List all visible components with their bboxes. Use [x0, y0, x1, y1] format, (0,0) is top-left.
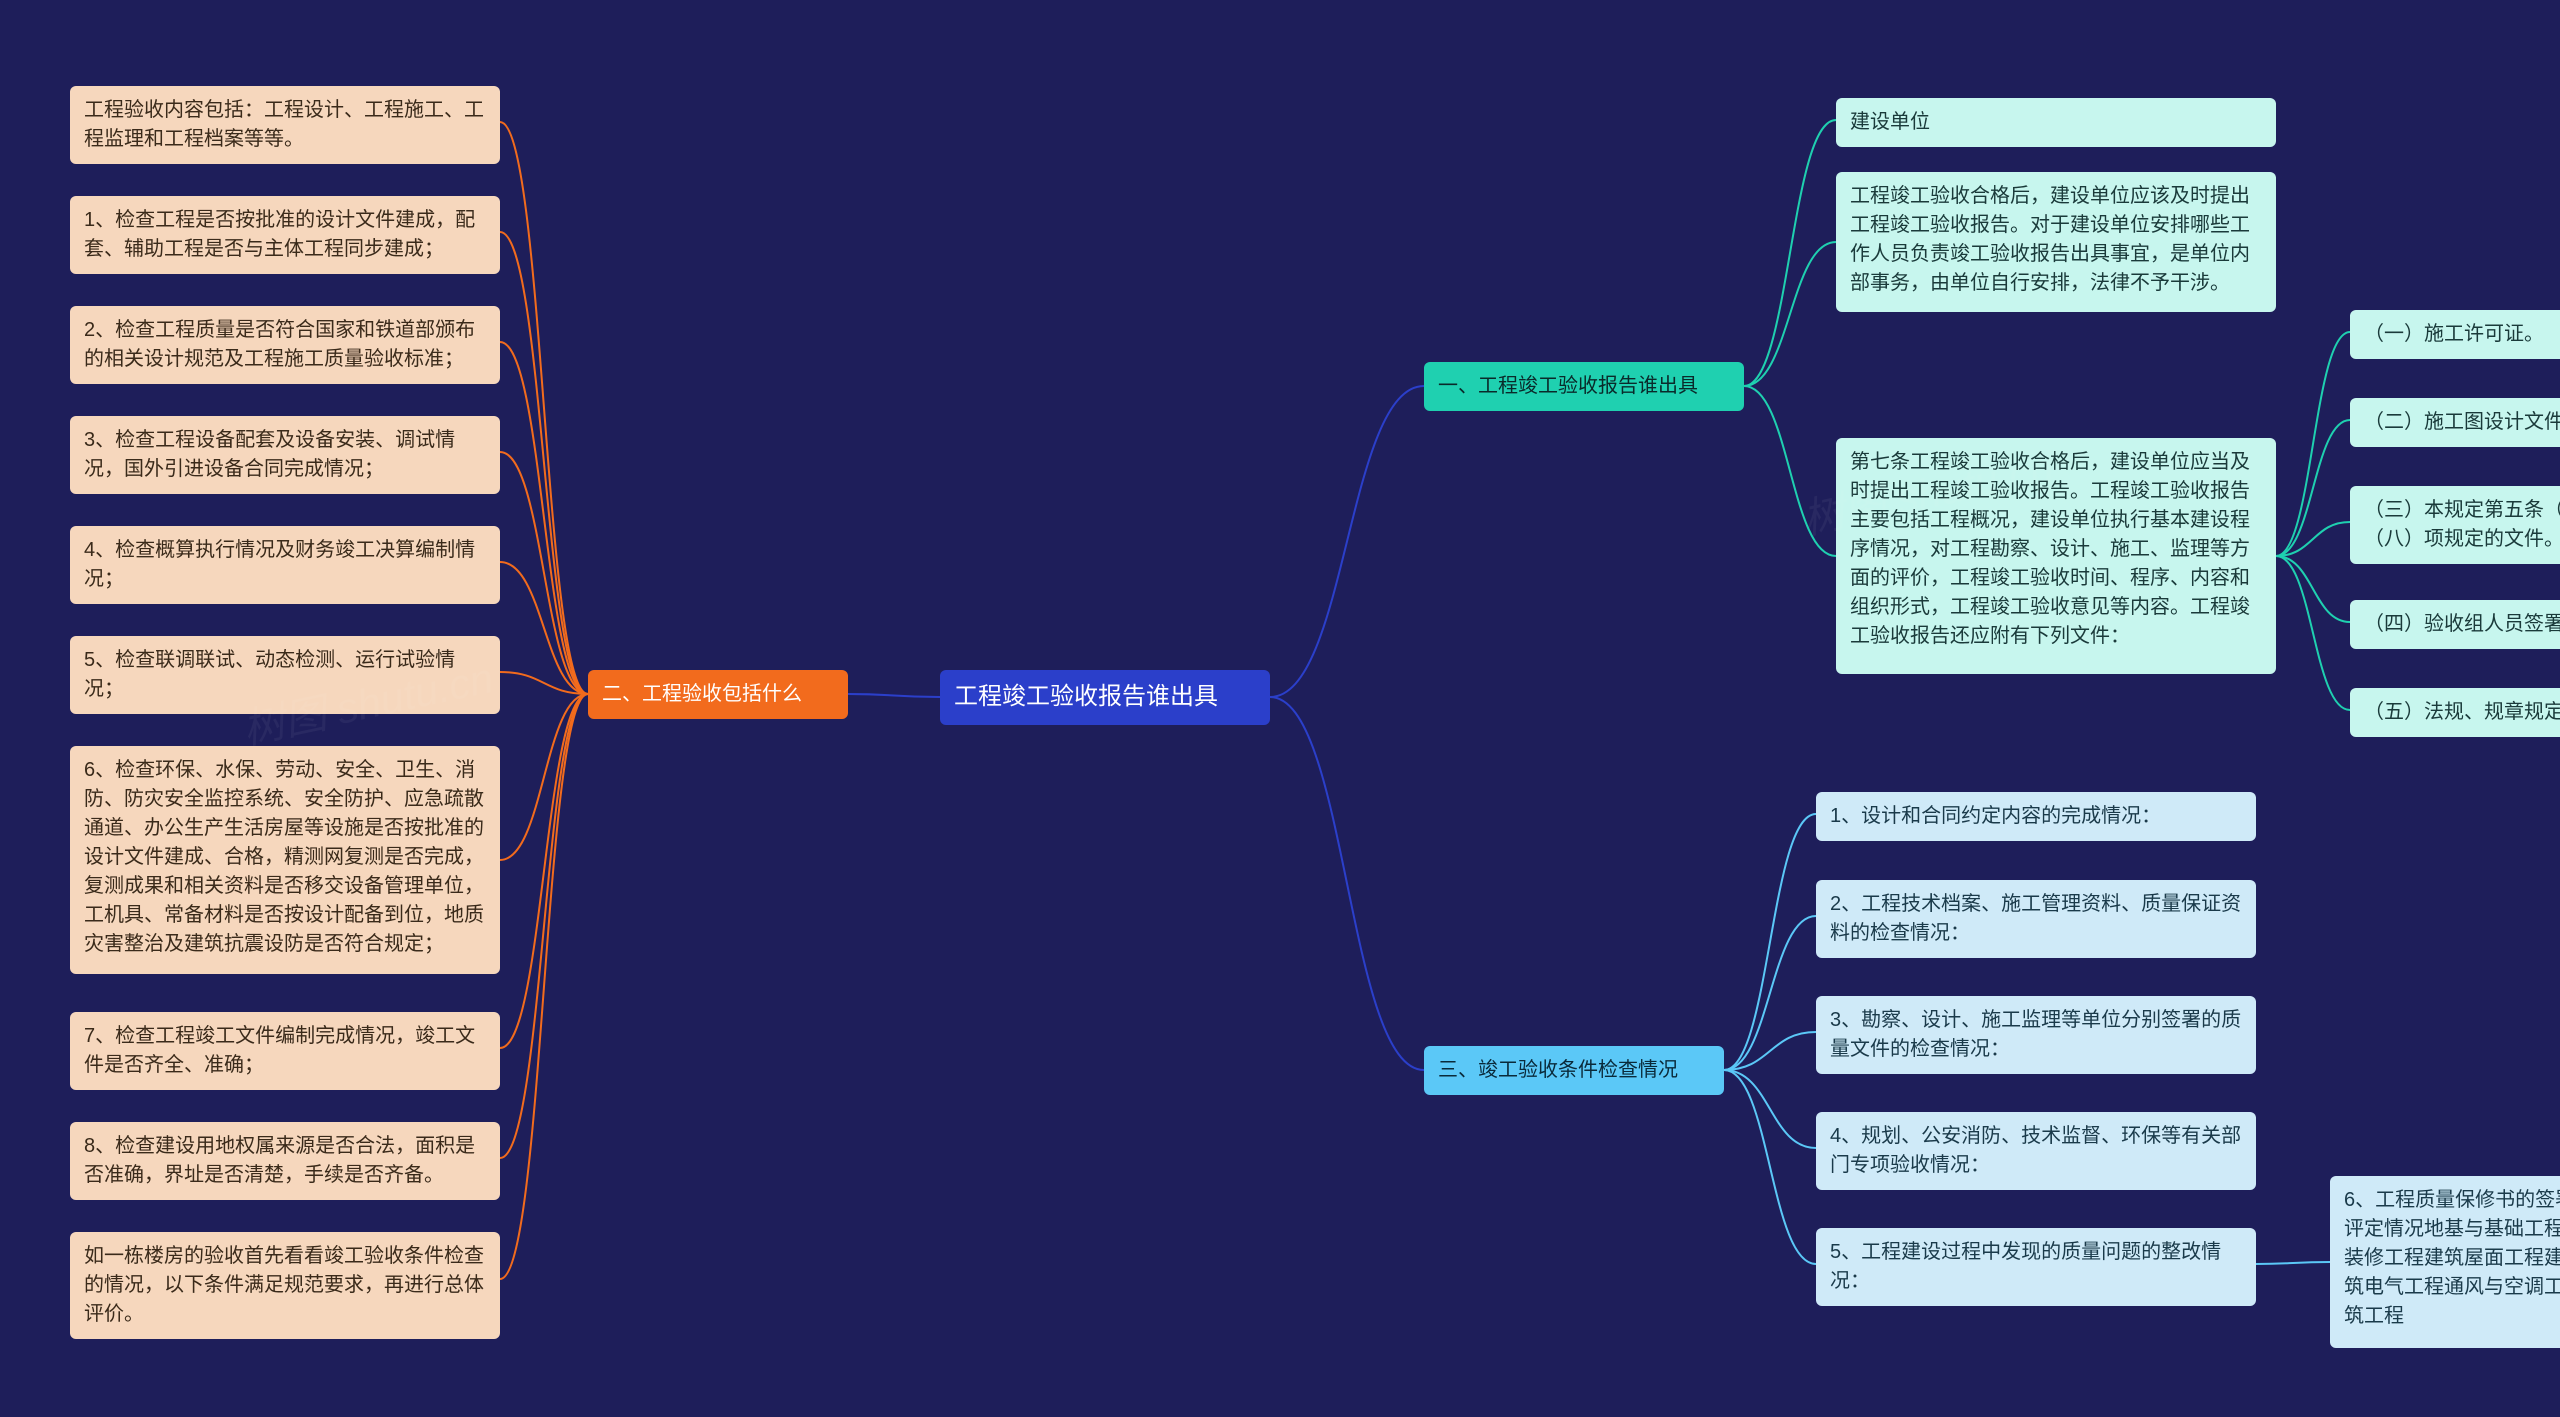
mindmap-node: 3、检查工程设备配套及设备安装、调试情况，国外引进设备合同完成情况；: [70, 416, 500, 494]
mindmap-node: 二、工程验收包括什么: [588, 670, 848, 719]
mindmap-node: 1、设计和合同约定内容的完成情况：: [1816, 792, 2256, 841]
mindmap-node: 工程竣工验收报告谁出具: [940, 670, 1270, 725]
mindmap-node: 1、检查工程是否按批准的设计文件建成，配套、辅助工程是否与主体工程同步建成；: [70, 196, 500, 274]
mindmap-node: 2、工程技术档案、施工管理资料、质量保证资料的检查情况：: [1816, 880, 2256, 958]
mindmap-node: 4、检查概算执行情况及财务竣工决算编制情况；: [70, 526, 500, 604]
mindmap-node: 5、工程建设过程中发现的质量问题的整改情况：: [1816, 1228, 2256, 1306]
mindmap-node: 7、检查工程竣工文件编制完成情况，竣工文件是否齐全、准确；: [70, 1012, 500, 1090]
mindmap-node: 如一栋楼房的验收首先看看竣工验收条件检查的情况，以下条件满足规范要求，再进行总体…: [70, 1232, 500, 1339]
mindmap-node: 4、规划、公安消防、技术监督、环保等有关部门专项验收情况：: [1816, 1112, 2256, 1190]
mindmap-node: （一）施工许可证。: [2350, 310, 2560, 359]
mindmap-node: 2、检查工程质量是否符合国家和铁道部颁布的相关设计规范及工程施工质量验收标准；: [70, 306, 500, 384]
mindmap-node: （五）法规、规章规定的其他有关文件。: [2350, 688, 2560, 737]
mindmap-node: （二）施工图设计文件审查意见。: [2350, 398, 2560, 447]
mindmap-node: （四）验收组人员签署的工程竣工验收意见。: [2350, 600, 2560, 649]
mindmap-node: 6、检查环保、水保、劳动、安全、卫生、消防、防灾安全监控系统、安全防护、应急疏散…: [70, 746, 500, 974]
mindmap-node: （三）本规定第五条（二）、（三）、（四）、（八）项规定的文件。: [2350, 486, 2560, 564]
mindmap-node: 一、工程竣工验收报告谁出具: [1424, 362, 1744, 411]
mindmap-node: 8、检查建设用地权属来源是否合法，面积是否准确，界址是否清楚，手续是否齐备。: [70, 1122, 500, 1200]
mindmap-node: 工程竣工验收合格后，建设单位应该及时提出工程竣工验收报告。对于建设单位安排哪些工…: [1836, 172, 2276, 312]
mindmap-node: 三、竣工验收条件检查情况: [1424, 1046, 1724, 1095]
mindmap-node: 第七条工程竣工验收合格后，建设单位应当及时提出工程竣工验收报告。工程竣工验收报告…: [1836, 438, 2276, 674]
mindmap-node: 工程验收内容包括：工程设计、工程施工、工程监理和工程档案等等。: [70, 86, 500, 164]
mindmap-node: 6、工程质量保修书的签署情况：分部工程质量评定情况地基与基础工程主体结构工程建筑…: [2330, 1176, 2560, 1348]
mindmap-node: 5、检查联调联试、动态检测、运行试验情况；: [70, 636, 500, 714]
mindmap-node: 建设单位: [1836, 98, 2276, 147]
mindmap-node: 3、勘察、设计、施工监理等单位分别签署的质量文件的检查情况：: [1816, 996, 2256, 1074]
